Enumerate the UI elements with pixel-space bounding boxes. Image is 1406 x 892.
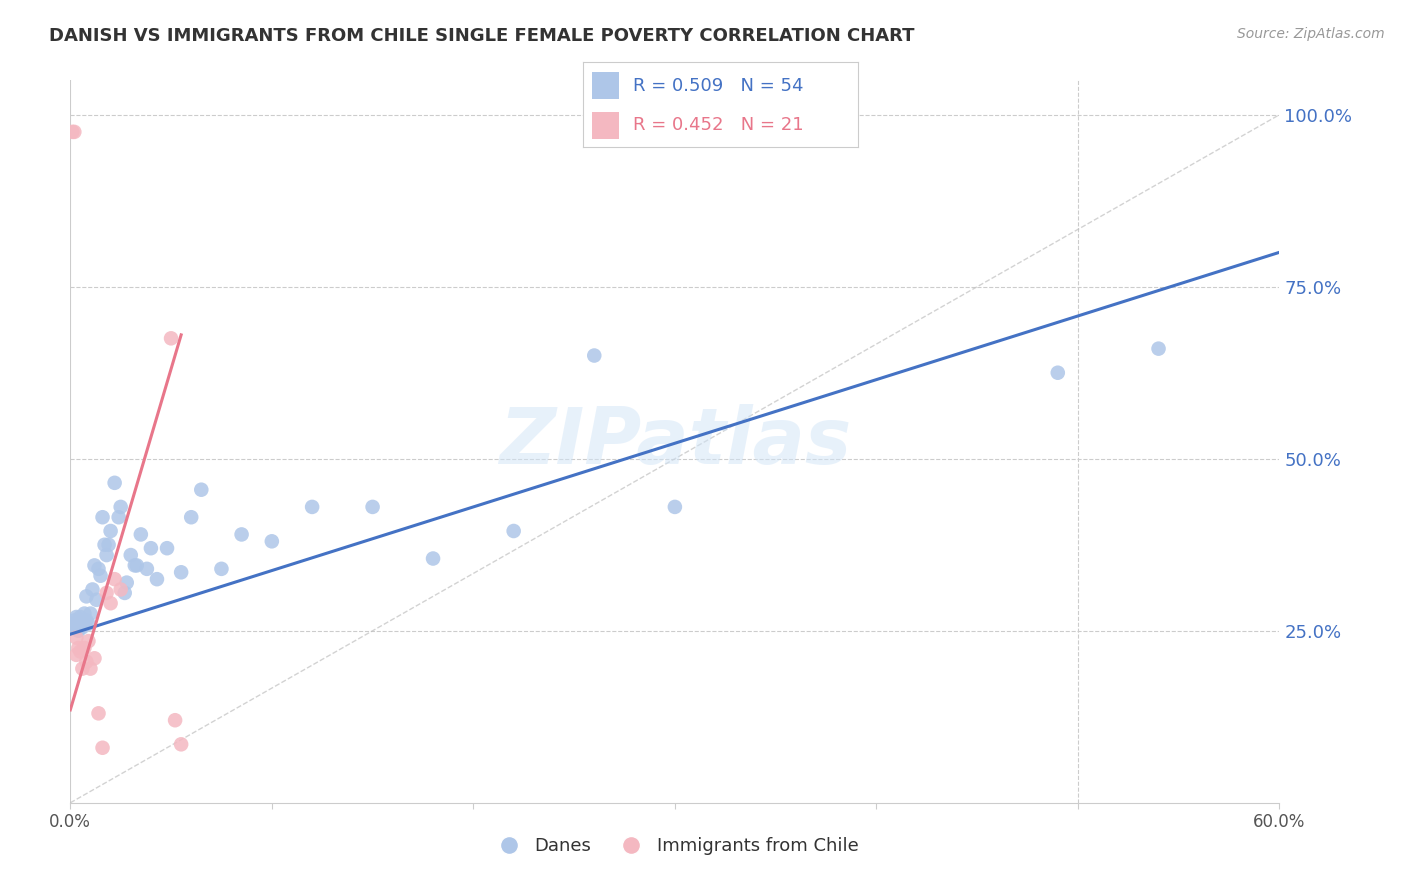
Point [260, 534, 283, 549]
Point [65, 610, 87, 624]
Point [190, 483, 212, 497]
Point [583, 349, 606, 363]
Point [139, 541, 162, 556]
Point [73, 607, 96, 621]
Point [135, 562, 157, 576]
Point [104, 475, 127, 490]
Point [73, 616, 96, 631]
Point [180, 510, 202, 524]
Point [100, 524, 122, 538]
Point [60, 616, 83, 631]
Point [72, 662, 94, 676]
Text: ZIPatlas: ZIPatlas [499, 403, 851, 480]
Point [115, 575, 138, 590]
Text: Source: ZipAtlas.com: Source: ZipAtlas.com [1237, 27, 1385, 41]
Point [87, 706, 110, 721]
Point [146, 572, 169, 586]
Point [124, 558, 146, 573]
Point [63, 125, 86, 139]
Point [65, 616, 87, 631]
Text: R = 0.509   N = 54: R = 0.509 N = 54 [633, 77, 803, 95]
FancyBboxPatch shape [592, 112, 619, 139]
Point [165, 713, 187, 727]
Point [107, 510, 129, 524]
Point [75, 655, 97, 669]
Text: DANISH VS IMMIGRANTS FROM CHILE SINGLE FEMALE POVERTY CORRELATION CHART: DANISH VS IMMIGRANTS FROM CHILE SINGLE F… [49, 27, 915, 45]
Point [67, 624, 90, 638]
FancyBboxPatch shape [592, 71, 619, 99]
Point [120, 548, 142, 562]
Point [67, 640, 90, 655]
Point [170, 737, 193, 751]
Point [79, 662, 101, 676]
Point [69, 644, 91, 658]
Point [72, 614, 94, 628]
Point [60, 125, 83, 139]
Point [96, 548, 118, 562]
Point [129, 527, 152, 541]
Point [114, 586, 136, 600]
Point [82, 582, 104, 597]
Point [301, 500, 323, 514]
Point [67, 616, 90, 631]
Point [93, 538, 115, 552]
Point [69, 620, 91, 634]
Point [160, 331, 183, 345]
Point [664, 500, 686, 514]
Point [69, 610, 91, 624]
Point [75, 614, 97, 628]
Point [79, 607, 101, 621]
Point [97, 538, 120, 552]
Point [75, 590, 97, 604]
Point [63, 614, 86, 628]
Point [83, 651, 105, 665]
Point [104, 572, 127, 586]
Point [73, 640, 96, 655]
Point [83, 558, 105, 573]
Point [1046, 366, 1069, 380]
Point [1147, 342, 1170, 356]
Point [422, 551, 444, 566]
Point [96, 586, 118, 600]
Point [87, 562, 110, 576]
Point [231, 527, 253, 541]
Point [65, 631, 87, 645]
Point [77, 616, 100, 631]
Point [90, 568, 111, 582]
Point [361, 500, 384, 514]
Point [125, 558, 148, 573]
Point [91, 740, 114, 755]
Point [77, 634, 100, 648]
Point [211, 562, 233, 576]
Point [72, 620, 94, 634]
Legend: Danes, Immigrants from Chile: Danes, Immigrants from Chile [484, 830, 866, 863]
Point [63, 620, 86, 634]
Point [110, 582, 132, 597]
Point [170, 566, 193, 580]
Text: R = 0.452   N = 21: R = 0.452 N = 21 [633, 117, 803, 135]
Point [100, 596, 122, 610]
Point [502, 524, 524, 538]
Point [86, 592, 108, 607]
Point [156, 541, 179, 556]
Point [91, 510, 114, 524]
Point [110, 500, 132, 514]
Point [65, 648, 87, 662]
